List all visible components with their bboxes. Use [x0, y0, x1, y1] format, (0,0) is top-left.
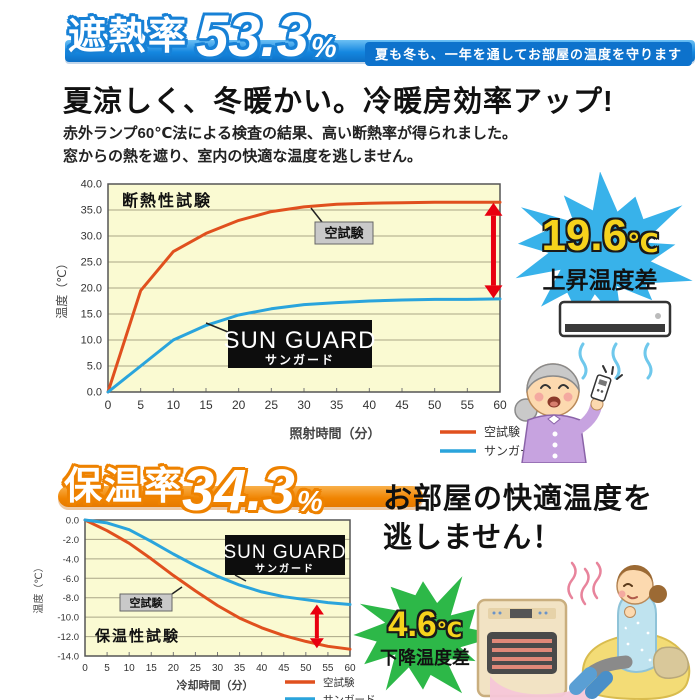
retention-rate-value: 34.3 %: [182, 462, 323, 520]
svg-text:10.0: 10.0: [81, 335, 102, 347]
retention-rate-number: 34.3: [182, 458, 295, 523]
svg-text:0: 0: [105, 398, 112, 412]
svg-text:55: 55: [461, 398, 475, 412]
green-starburst-icon: [353, 576, 500, 694]
temp-drop-unit: ℃: [436, 618, 463, 642]
svg-text:45: 45: [395, 398, 409, 412]
temp-drop-label: 下降温度差: [380, 647, 470, 668]
svg-text:断熱性試験: 断熱性試験: [122, 191, 212, 210]
main-heading: 夏涼しく、冬暖かい。冷暖房効率アップ!: [63, 86, 614, 118]
shading-rate-number: 53.3: [196, 4, 309, 69]
description: 赤外ランプ60℃法による検査の結果、高い断熱率が得られました。 窓からの熱を遮り…: [63, 122, 517, 169]
svg-text:-8.0: -8.0: [63, 593, 79, 604]
svg-text:冷却時間（分）: 冷却時間（分）: [177, 678, 254, 692]
tagline: 夏も冬も、一年を通してお部屋の温度を守ります: [365, 42, 692, 66]
svg-text:5: 5: [104, 663, 110, 674]
svg-text:40: 40: [256, 663, 268, 674]
svg-text:15.0: 15.0: [81, 309, 102, 321]
svg-text:-14.0: -14.0: [57, 652, 79, 663]
svg-text:空試験: 空試験: [324, 226, 364, 241]
svg-text:40.0: 40.0: [81, 179, 102, 191]
svg-text:-4.0: -4.0: [63, 554, 79, 565]
svg-text:サンガード: サンガード: [323, 694, 376, 700]
svg-text:45: 45: [278, 663, 290, 674]
grandma-figure: [514, 363, 623, 463]
svg-text:0.0: 0.0: [66, 516, 79, 527]
temp-rise-label: 上昇温度差: [542, 267, 658, 293]
svg-text:SUN GUARD: SUN GUARD: [223, 327, 376, 354]
grandma-aircon-illustration: [514, 300, 672, 463]
svg-text:SUN GUARD: SUN GUARD: [223, 542, 346, 563]
svg-text:10: 10: [124, 663, 136, 674]
svg-text:60: 60: [493, 398, 507, 412]
cool-air-waves-icon: [578, 342, 653, 380]
svg-text:-6.0: -6.0: [63, 574, 79, 585]
svg-text:35: 35: [330, 398, 344, 412]
svg-text:0.0: 0.0: [87, 387, 102, 399]
woman-heater-illustration: [476, 561, 691, 700]
air-conditioner-icon: [558, 300, 672, 338]
retention-rate-ribbon: [58, 486, 423, 507]
svg-text:-2.0: -2.0: [63, 535, 79, 546]
retention-rate-percent: %: [296, 486, 323, 518]
svg-text:温度（℃）: 温度（℃）: [32, 562, 45, 613]
retention-test-chart: -14.0 -12.0 -10.0 -8.0 -6.0 -4.0 -2.0 0.0 0 5 10 15…: [32, 516, 376, 700]
svg-text:空試験: 空試験: [323, 676, 355, 689]
svg-text:サンガード: サンガード: [255, 562, 315, 575]
svg-text:30: 30: [297, 398, 311, 412]
svg-text:40: 40: [363, 398, 377, 412]
retention-message-line-1: お部屋の快適温度を: [383, 483, 654, 515]
svg-text:25.0: 25.0: [81, 257, 102, 269]
temp-rise-unit: ℃: [627, 228, 659, 258]
temp-rise-value: 19.6: [541, 211, 628, 260]
svg-text:20: 20: [232, 398, 246, 412]
blue-starburst-icon: [515, 172, 693, 328]
temp-drop-callout: 4.6 ℃ 下降温度差: [350, 572, 500, 700]
svg-text:サンガード: サンガード: [265, 352, 335, 367]
svg-text:照射時間（分）: 照射時間（分）: [289, 426, 380, 441]
retention-message-line-2: 逃しません！: [383, 522, 563, 555]
svg-text:30.0: 30.0: [81, 231, 102, 243]
svg-text:温度（℃）: 温度（℃）: [54, 257, 69, 318]
svg-text:15: 15: [199, 398, 213, 412]
description-line-2: 窓からの熱を遮り、室内の快適な温度を逃しません。: [63, 148, 422, 166]
retention-message: お部屋の快適温度を 逃しません！: [383, 480, 653, 558]
temp-rise-callout: 19.6 ℃ 上昇温度差: [505, 172, 695, 337]
svg-text:25: 25: [190, 663, 202, 674]
svg-text:15: 15: [146, 663, 158, 674]
svg-text:5.0: 5.0: [87, 361, 102, 373]
shading-rate-percent: %: [310, 32, 337, 64]
svg-text:保温性試験: 保温性試験: [94, 627, 180, 645]
retention-rate-badge: 保温率: [64, 466, 185, 508]
svg-text:60: 60: [344, 663, 356, 674]
svg-text:50: 50: [428, 398, 442, 412]
temp-drop-value: 4.6: [387, 604, 437, 644]
svg-text:20.0: 20.0: [81, 283, 102, 295]
svg-text:10: 10: [167, 398, 181, 412]
shading-rate-value: 53.3 %: [196, 8, 337, 66]
svg-text:25: 25: [265, 398, 279, 412]
heat-waves-icon: [567, 561, 602, 606]
svg-text:20: 20: [168, 663, 180, 674]
insulation-test-chart: 0.0 5.0 10.0 15.0 20.0 25.0 30.0 35.0 40.0 0 5 10 15…: [54, 179, 544, 459]
heater-icon: [476, 598, 590, 700]
svg-text:30: 30: [212, 663, 224, 674]
svg-text:50: 50: [300, 663, 312, 674]
description-line-1: 赤外ランプ60℃法による検査の結果、高い断熱率が得られました。: [63, 125, 517, 142]
svg-text:空試験: 空試験: [130, 595, 164, 609]
svg-text:-12.0: -12.0: [57, 632, 79, 643]
svg-text:空試験: 空試験: [484, 424, 520, 439]
svg-text:55: 55: [322, 663, 334, 674]
svg-text:-10.0: -10.0: [57, 613, 79, 624]
woman-figure: [569, 564, 689, 699]
svg-text:0: 0: [82, 663, 88, 674]
svg-text:35: 35: [234, 663, 246, 674]
svg-text:35.0: 35.0: [81, 205, 102, 217]
shading-rate-badge: 遮熱率: [68, 16, 189, 58]
svg-text:5: 5: [137, 398, 144, 412]
